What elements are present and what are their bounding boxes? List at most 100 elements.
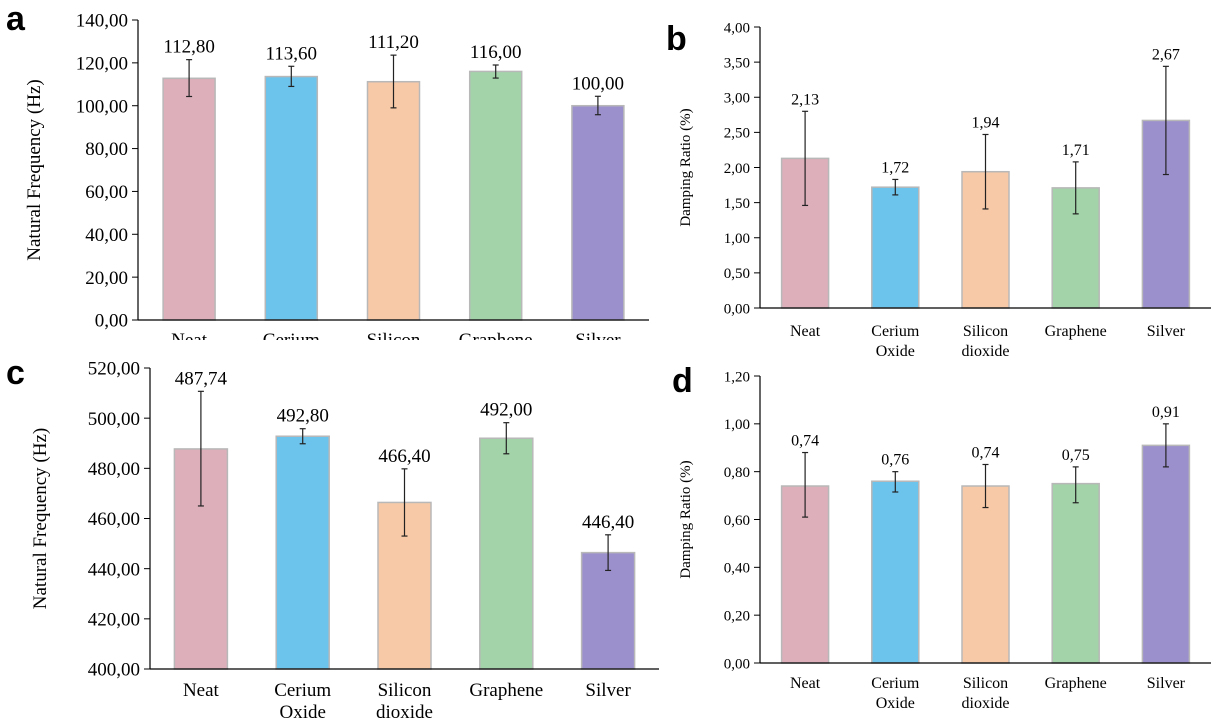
x-tick-label: Cerium Oxide: [274, 680, 331, 723]
bar: [264, 75, 319, 321]
y-tick-label: 0,60: [724, 513, 750, 529]
x-tick-label: Cerium Oxide: [871, 675, 920, 712]
x-tick-label: Graphene: [1045, 675, 1107, 692]
panel-c: c 400,00 420,00 440,00 460,00 480,00 500,00 520…: [0, 356, 660, 724]
x-tick-label: Silver: [1147, 675, 1186, 692]
x-tick-label-line: Cerium: [871, 323, 920, 340]
y-tick-label: 0,40: [724, 561, 750, 577]
x-tick-label-line: Graphene: [1045, 675, 1107, 692]
y-tick-label: 520,00: [88, 359, 140, 380]
x-tick-label-line: Graphene: [1045, 323, 1107, 340]
x-tick-label: Neat: [790, 675, 821, 692]
data-label: 492,00: [480, 400, 532, 421]
x-tick-label-line: Graphene: [459, 330, 533, 340]
data-label: 1,72: [881, 159, 909, 176]
data-label: 0,91: [1152, 404, 1180, 421]
data-label: 112,80: [163, 37, 215, 58]
bar: [871, 186, 920, 309]
panel-letter: b: [666, 20, 687, 58]
bar: [1051, 482, 1100, 664]
x-tick-label-line: Oxide: [876, 343, 915, 360]
data-label: 1,71: [1062, 142, 1090, 159]
x-tick-label-line: Neat: [171, 330, 208, 340]
y-tick-label: 140,00: [76, 11, 128, 32]
x-tick-label: Graphene: [1045, 323, 1107, 340]
x-tick-label: Graphene: [459, 330, 533, 340]
chart-a: a 0,00 20,00 40,00 60,00 80,00 100,00 120,00 140…: [6, 0, 649, 340]
y-tick-label: 3,50: [724, 55, 750, 71]
data-label: 446,40: [582, 512, 634, 533]
y-tick-label: 480,00: [88, 459, 140, 480]
data-label: 2,13: [791, 91, 819, 108]
bar: [366, 80, 421, 321]
x-tick-label-line: Silicon: [963, 323, 1008, 340]
y-tick-label: 2,50: [724, 126, 750, 142]
data-label: 487,74: [175, 368, 228, 389]
y-tick-label: 0,00: [724, 656, 750, 672]
x-tick-label: Silver: [1147, 323, 1186, 340]
x-tick-label: Graphene: [469, 680, 543, 701]
x-tick-label: Cerium Oxide: [871, 323, 920, 360]
y-tick-label: 80,00: [85, 139, 128, 160]
y-tick-label: 0,50: [724, 266, 750, 282]
chart-d: d 0,00 0,20 0,40 0,60 0,80 1,00 1,20 0,74 0,76 0,7…: [672, 362, 1211, 712]
x-tick-label-line: Silver: [1147, 323, 1186, 340]
y-tick-label: 500,00: [88, 409, 140, 430]
bar: [162, 77, 216, 321]
data-label: 0,76: [881, 452, 909, 469]
y-tick-label: 1,50: [724, 196, 750, 212]
y-axis-title: Natural Frequency (Hz): [24, 79, 45, 260]
x-tick-label-line: Silver: [1147, 675, 1186, 692]
y-tick-label: 4,00: [724, 20, 750, 36]
x-tick-label-line: Cerium: [263, 330, 320, 340]
y-tick-label: 0,80: [724, 465, 750, 481]
x-tick-label: Neat: [183, 680, 220, 701]
bar: [468, 70, 523, 321]
bar: [1141, 444, 1191, 664]
x-tick-label: Silicon dioxide: [962, 675, 1010, 712]
x-tick-label: Silver: [585, 680, 631, 701]
y-tick-label: 1,00: [724, 417, 750, 433]
x-tick-label-line: dioxide: [962, 343, 1010, 360]
chart-b: b 0,00 0,50 1,00 1,50 2,00 2,50 3,00 3,50 4,00 2,1…: [666, 20, 1211, 360]
panel-b: b 0,00 0,50 1,00 1,50 2,00 2,50 3,00 3,50 4,00 2,1…: [660, 0, 1212, 362]
panel-letter: c: [6, 356, 25, 392]
x-tick-label-line: Silicon: [367, 330, 421, 340]
data-label: 492,80: [277, 406, 329, 427]
y-axis-title: Natural Frequency (Hz): [30, 428, 51, 609]
x-tick-label: Silicon dioxide: [962, 323, 1010, 360]
panel-letter: a: [6, 0, 26, 38]
y-tick-label: 20,00: [85, 268, 128, 289]
data-label: 2,67: [1152, 46, 1180, 63]
data-label: 0,74: [791, 433, 819, 450]
x-tick-label-line: Cerium: [274, 680, 331, 701]
x-tick-label-line: Silicon: [963, 675, 1008, 692]
y-tick-label: 460,00: [88, 509, 140, 530]
bar: [571, 104, 625, 321]
x-tick-label: Neat: [171, 330, 208, 340]
x-tick-label: Silver: [575, 330, 621, 340]
bar: [961, 485, 1010, 664]
y-tick-label: 60,00: [85, 182, 128, 203]
y-tick-label: 420,00: [88, 609, 140, 630]
y-tick-label: 0,00: [724, 301, 750, 317]
x-tick-label-line: Cerium: [871, 675, 920, 692]
x-tick-label-line: dioxide: [962, 695, 1010, 712]
data-label: 1,94: [972, 114, 1000, 131]
panel-d: d 0,00 0,20 0,40 0,60 0,80 1,00 1,20 0,74 0,76 0,7…: [660, 356, 1212, 724]
x-tick-label-line: Neat: [183, 680, 220, 701]
x-tick-label-line: Silver: [575, 330, 621, 340]
y-tick-label: 0,00: [95, 311, 128, 332]
y-tick-label: 40,00: [85, 225, 128, 246]
x-tick-label: Cerium: [263, 330, 320, 340]
y-tick-label: 3,00: [724, 91, 750, 107]
y-axis-title: Damping Ratio (%): [678, 108, 694, 226]
y-tick-label: 440,00: [88, 559, 140, 580]
data-label: 116,00: [470, 42, 522, 63]
x-tick-label-line: Silicon: [378, 680, 432, 701]
x-tick-label: Silicon: [367, 330, 421, 340]
x-tick-label-line: dioxide: [376, 702, 433, 723]
panel-a: a 0,00 20,00 40,00 60,00 80,00 100,00 120,00 140…: [0, 0, 650, 340]
x-tick-label-line: Graphene: [469, 680, 543, 701]
data-label: 111,20: [368, 32, 419, 53]
